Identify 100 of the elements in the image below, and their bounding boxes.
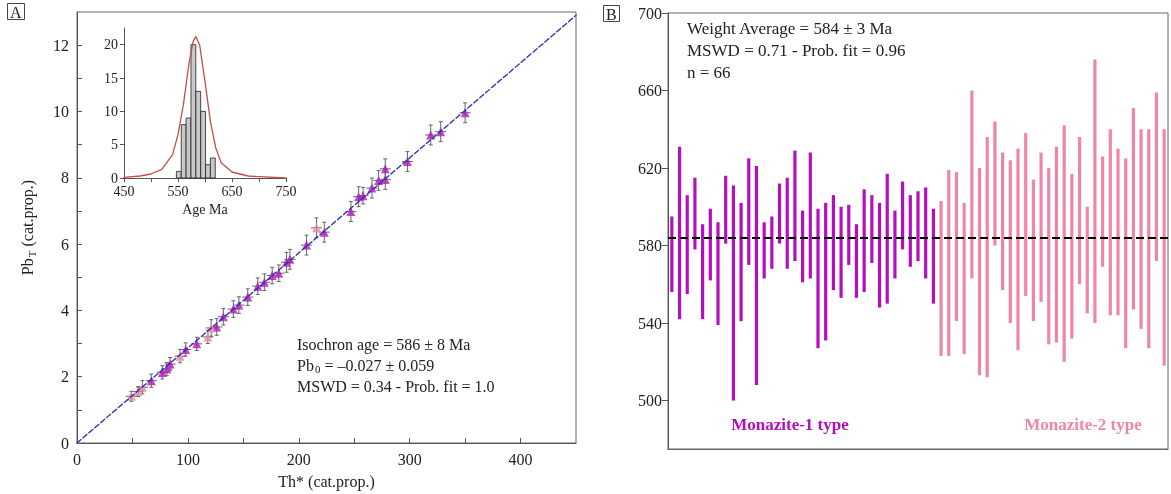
bar	[1047, 168, 1051, 345]
bar	[1024, 133, 1028, 296]
bar	[701, 224, 705, 320]
point	[402, 157, 412, 167]
bar	[847, 204, 851, 265]
y-tick-label: 700	[638, 4, 662, 22]
bar	[808, 152, 812, 279]
bar	[1131, 107, 1135, 310]
bar	[1085, 206, 1089, 314]
series-label: Monazite-1 type	[731, 415, 850, 434]
bar	[724, 175, 728, 244]
y-tick-label: 2	[61, 368, 69, 386]
bar	[985, 137, 989, 378]
bar	[1139, 129, 1143, 329]
bar	[739, 202, 743, 322]
bar	[1054, 146, 1059, 343]
bar	[977, 168, 982, 376]
bar	[670, 216, 674, 293]
chart-title: B	[606, 5, 617, 23]
annotation: Isochron age = 586 ± 8 Ma	[297, 335, 471, 354]
bar	[1162, 129, 1166, 366]
bar	[1116, 148, 1120, 316]
y-tick-label: 660	[638, 82, 662, 100]
bar	[970, 90, 974, 279]
bar	[854, 224, 859, 298]
bar	[793, 150, 797, 262]
bar	[901, 181, 905, 250]
annotation: n = 66	[687, 63, 731, 82]
bar	[1031, 179, 1035, 322]
x-tick-label: 750	[275, 183, 297, 199]
bar	[993, 121, 997, 246]
x-tick-label: 200	[286, 450, 311, 468]
bar	[831, 195, 835, 291]
bar	[962, 202, 966, 355]
bar	[816, 208, 820, 349]
x-tick-label: 100	[175, 450, 200, 468]
y-tick-label: 0	[61, 434, 69, 452]
bar	[839, 206, 843, 298]
bar	[754, 166, 759, 386]
y-tick-label: 15	[104, 70, 118, 86]
bar	[870, 195, 874, 263]
y-axis-title: PbT (cat.prop.)	[19, 179, 38, 276]
bar	[862, 189, 866, 293]
bar	[1093, 59, 1097, 324]
chart-title: A	[10, 3, 22, 21]
bar	[777, 183, 782, 244]
y-tick-label: 6	[61, 235, 69, 253]
y-tick-label: 12	[53, 36, 69, 54]
bar	[1101, 156, 1105, 267]
bar	[1124, 158, 1128, 349]
x-tick-label: 400	[508, 450, 533, 468]
bar	[1077, 137, 1082, 285]
bar	[1001, 152, 1005, 291]
x-tick-label: 650	[221, 183, 243, 199]
y-tick-label: 620	[638, 159, 662, 177]
x-tick-label: 300	[397, 450, 422, 468]
y-tick-label: 0	[111, 170, 118, 186]
bar	[747, 158, 751, 265]
y-tick-label: 4	[61, 301, 69, 319]
bar	[908, 195, 912, 267]
bar	[824, 202, 828, 341]
text: Monazite-2 type	[1024, 415, 1143, 434]
x-tick-label: 450	[113, 183, 135, 199]
x-axis-title: Th* (cat.prop.)	[278, 472, 375, 491]
point	[319, 227, 329, 237]
annotation: MSWD = 0.71 - Prob. fit = 0.96	[687, 41, 906, 60]
y-tick-label: 580	[638, 237, 662, 255]
bar	[693, 177, 697, 250]
bar	[1070, 173, 1074, 339]
point	[346, 207, 356, 217]
bar	[731, 185, 735, 401]
y-tick-label: 5	[111, 137, 118, 153]
bar	[1062, 125, 1066, 362]
bar	[893, 210, 897, 279]
bar	[885, 173, 889, 304]
point	[426, 130, 436, 140]
y-tick-label: 10	[104, 103, 118, 119]
bar	[931, 208, 935, 304]
bar	[716, 222, 720, 325]
bar	[1147, 129, 1151, 349]
bar	[677, 146, 682, 320]
bar	[1154, 92, 1159, 262]
bar	[801, 210, 805, 283]
y-tick-label: 500	[638, 392, 662, 410]
annotation: MSWD = 0.34 - Prob. fit = 1.0	[297, 377, 495, 395]
annotation: Weight Average = 584 ± 3 Ma	[687, 19, 893, 38]
bar	[877, 202, 882, 308]
bar	[947, 169, 951, 356]
bar	[954, 171, 959, 322]
point	[312, 223, 322, 233]
bar	[916, 191, 920, 262]
bar	[770, 216, 774, 269]
x-axis-title: Age Ma	[182, 202, 229, 218]
y-tick-label: 10	[53, 102, 69, 120]
y-tick-label: 8	[61, 169, 69, 187]
bar	[939, 200, 943, 356]
x-tick-label: 550	[167, 183, 189, 199]
bar	[785, 177, 789, 269]
bar	[1008, 160, 1012, 324]
bar	[685, 195, 689, 294]
